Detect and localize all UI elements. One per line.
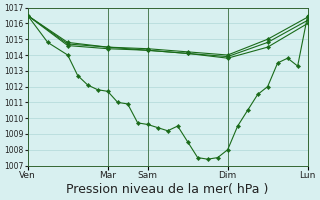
X-axis label: Pression niveau de la mer( hPa ): Pression niveau de la mer( hPa ) (67, 183, 269, 196)
